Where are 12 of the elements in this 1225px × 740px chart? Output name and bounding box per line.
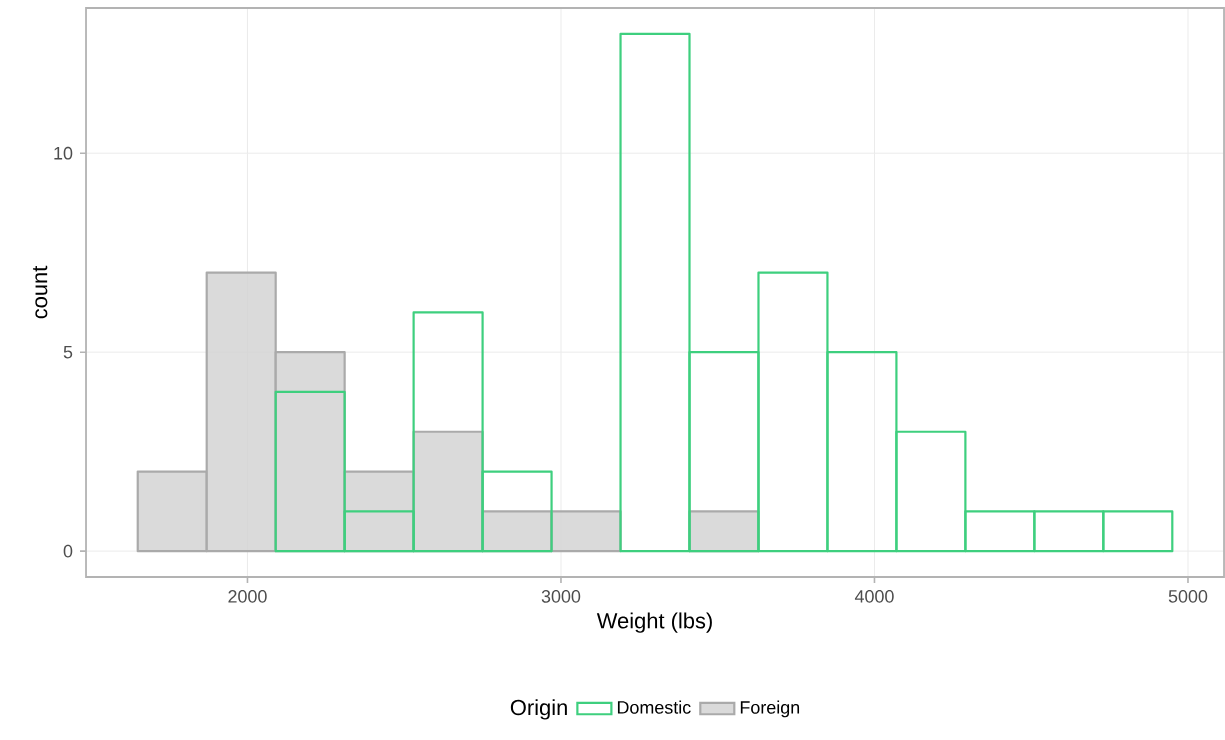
x-tick-label: 4000 xyxy=(854,590,894,603)
x-tick-label: 3000 xyxy=(541,590,581,603)
legend-label: Foreign xyxy=(740,700,800,718)
legend-label: Domestic xyxy=(617,700,691,714)
legend-title: Origin xyxy=(510,699,567,720)
y-tick-label: 5 xyxy=(63,345,73,359)
y-tick-label: 0 xyxy=(63,544,73,558)
y-tick-label: 10 xyxy=(54,146,73,160)
x-axis-title: Weight (lbs) xyxy=(596,612,712,633)
x-tick-label: 5000 xyxy=(1168,590,1208,603)
x-tick-label: 2000 xyxy=(228,590,267,603)
y-axis-title: count xyxy=(32,265,48,319)
